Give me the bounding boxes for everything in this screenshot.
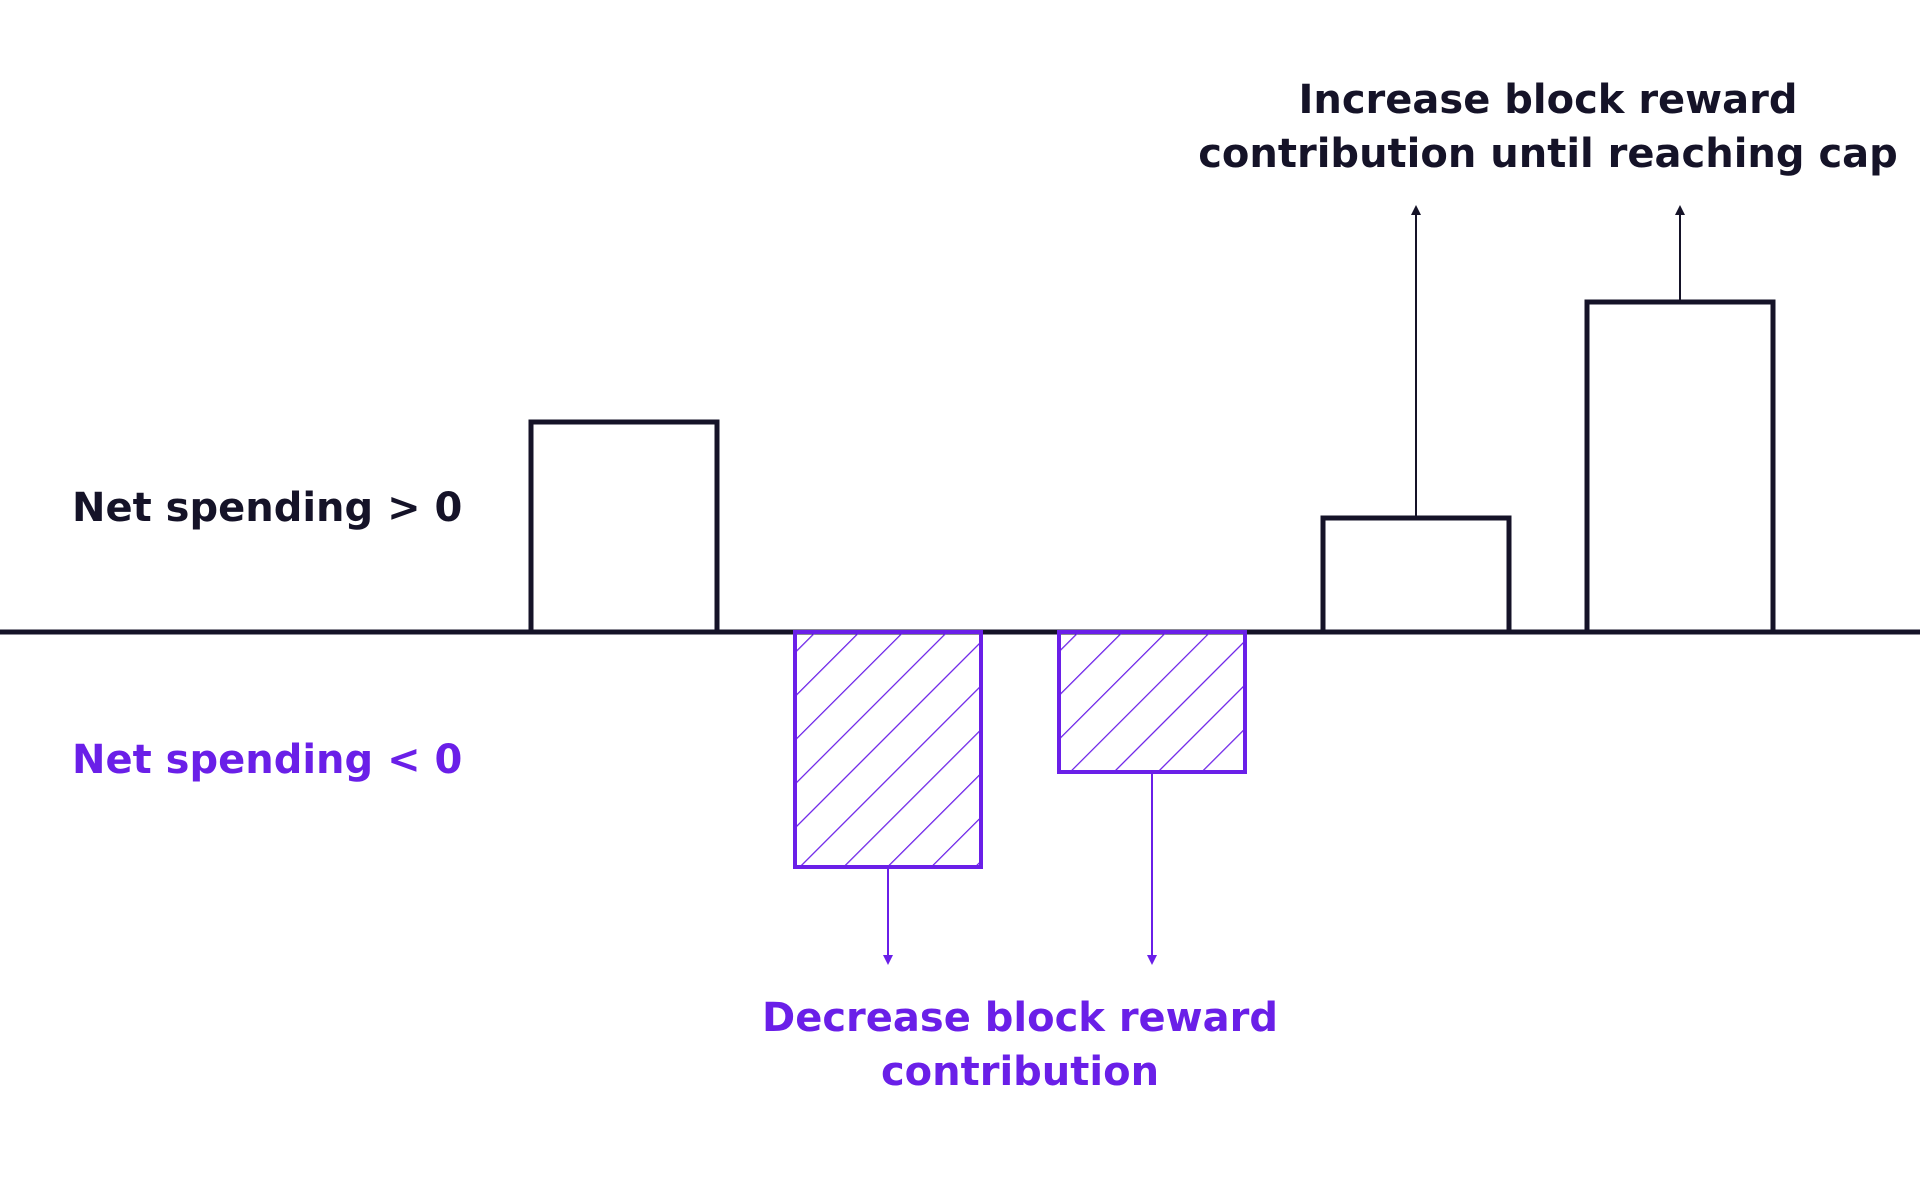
bar-negative-1 [793,630,983,869]
decrease-annotation-line-1: Decrease block reward [762,995,1278,1041]
decrease-annotation-line-2: contribution [881,1049,1159,1095]
bar-negative-2 [1057,630,1247,774]
net-spending-negative-label: Net spending < 0 [72,737,462,783]
bar-positive-3 [1584,299,1776,635]
bar-positive-2 [1320,515,1512,635]
bar-positive-1 [528,419,720,635]
increase-annotation-line-1: Increase block reward [1298,77,1797,123]
increase-annotation-line-2: contribution until reaching cap [1198,131,1898,177]
net-spending-positive-label: Net spending > 0 [72,485,462,531]
